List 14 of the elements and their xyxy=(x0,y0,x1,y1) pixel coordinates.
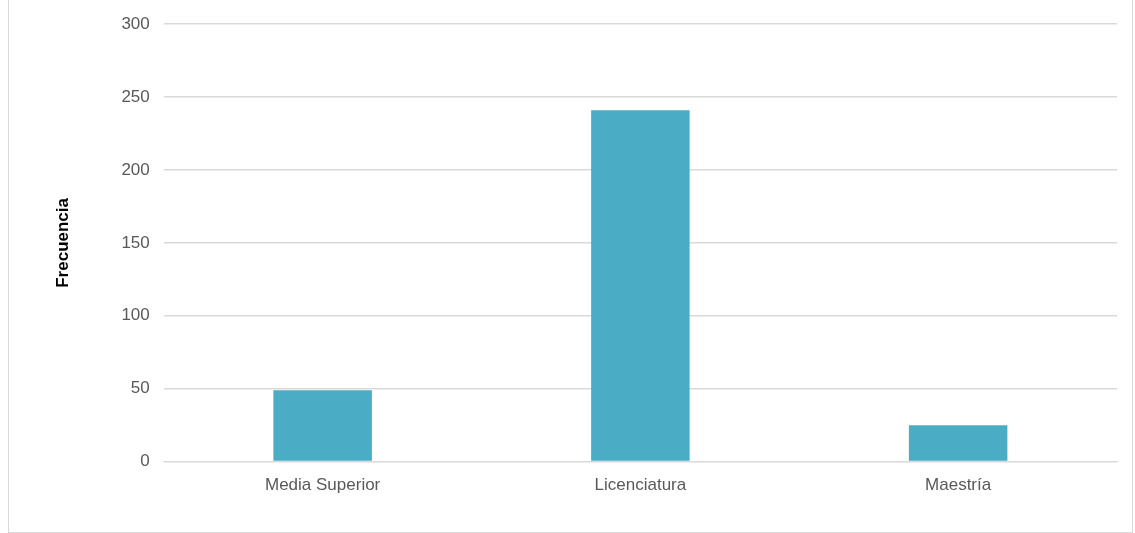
y-tick-label: 250 xyxy=(121,86,150,106)
x-tick-label: Media Superior xyxy=(265,475,381,495)
y-tick-label: 100 xyxy=(121,305,150,325)
bar xyxy=(273,390,372,461)
bar xyxy=(908,425,1008,461)
y-tick-label: 150 xyxy=(121,232,150,252)
x-tick-label: Maestría xyxy=(925,475,992,495)
bar xyxy=(591,110,690,461)
y-tick-label: 0 xyxy=(140,451,150,471)
y-axis-title: Frecuencia xyxy=(52,197,72,288)
x-tick-label: Licenciatura xyxy=(594,475,687,495)
y-tick-label: 50 xyxy=(130,378,150,398)
y-tick-label: 200 xyxy=(121,159,150,179)
y-tick-label: 300 xyxy=(121,13,150,33)
